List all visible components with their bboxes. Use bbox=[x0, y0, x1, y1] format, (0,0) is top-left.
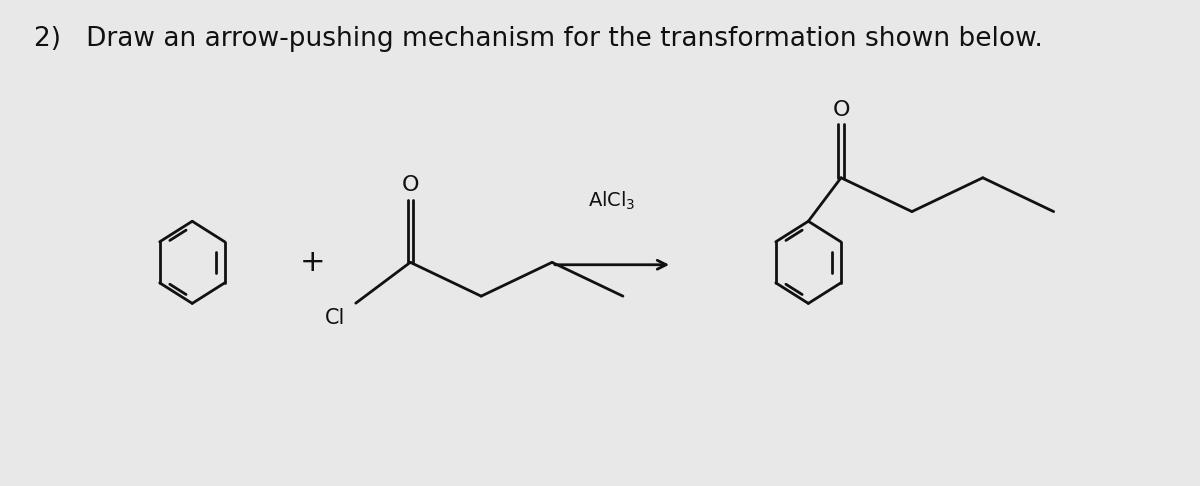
Text: O: O bbox=[833, 100, 850, 120]
Text: Cl: Cl bbox=[324, 308, 344, 328]
Text: O: O bbox=[402, 174, 419, 195]
Text: 2)   Draw an arrow-pushing mechanism for the transformation shown below.: 2) Draw an arrow-pushing mechanism for t… bbox=[34, 26, 1043, 52]
Text: AlCl$_3$: AlCl$_3$ bbox=[588, 189, 636, 211]
Text: +: + bbox=[299, 248, 325, 277]
